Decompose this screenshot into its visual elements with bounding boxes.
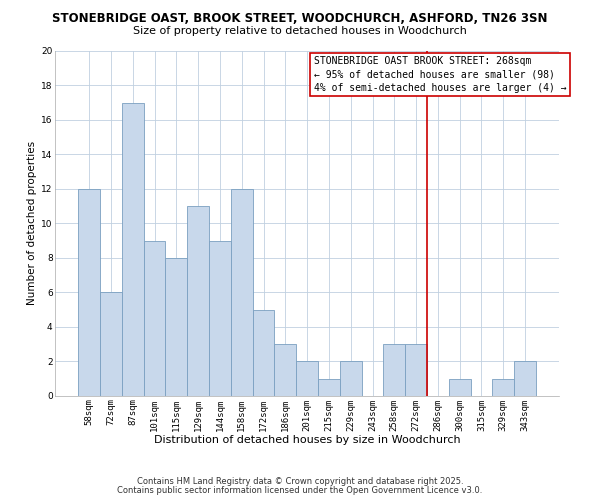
Bar: [514, 362, 536, 396]
X-axis label: Distribution of detached houses by size in Woodchurch: Distribution of detached houses by size …: [154, 435, 460, 445]
Text: Size of property relative to detached houses in Woodchurch: Size of property relative to detached ho…: [133, 26, 467, 36]
Text: STONEBRIDGE OAST, BROOK STREET, WOODCHURCH, ASHFORD, TN26 3SN: STONEBRIDGE OAST, BROOK STREET, WOODCHUR…: [52, 12, 548, 26]
Bar: [144, 240, 166, 396]
Bar: [449, 378, 470, 396]
Bar: [231, 189, 253, 396]
Bar: [253, 310, 274, 396]
Text: Contains HM Land Registry data © Crown copyright and database right 2025.: Contains HM Land Registry data © Crown c…: [137, 477, 463, 486]
Bar: [340, 362, 362, 396]
Bar: [296, 362, 318, 396]
Bar: [383, 344, 405, 396]
Bar: [405, 344, 427, 396]
Bar: [100, 292, 122, 396]
Y-axis label: Number of detached properties: Number of detached properties: [27, 142, 37, 306]
Bar: [274, 344, 296, 396]
Text: STONEBRIDGE OAST BROOK STREET: 268sqm
← 95% of detached houses are smaller (98)
: STONEBRIDGE OAST BROOK STREET: 268sqm ← …: [314, 56, 566, 92]
Bar: [166, 258, 187, 396]
Bar: [187, 206, 209, 396]
Bar: [122, 102, 144, 396]
Bar: [493, 378, 514, 396]
Bar: [318, 378, 340, 396]
Bar: [209, 240, 231, 396]
Bar: [79, 189, 100, 396]
Text: Contains public sector information licensed under the Open Government Licence v3: Contains public sector information licen…: [118, 486, 482, 495]
